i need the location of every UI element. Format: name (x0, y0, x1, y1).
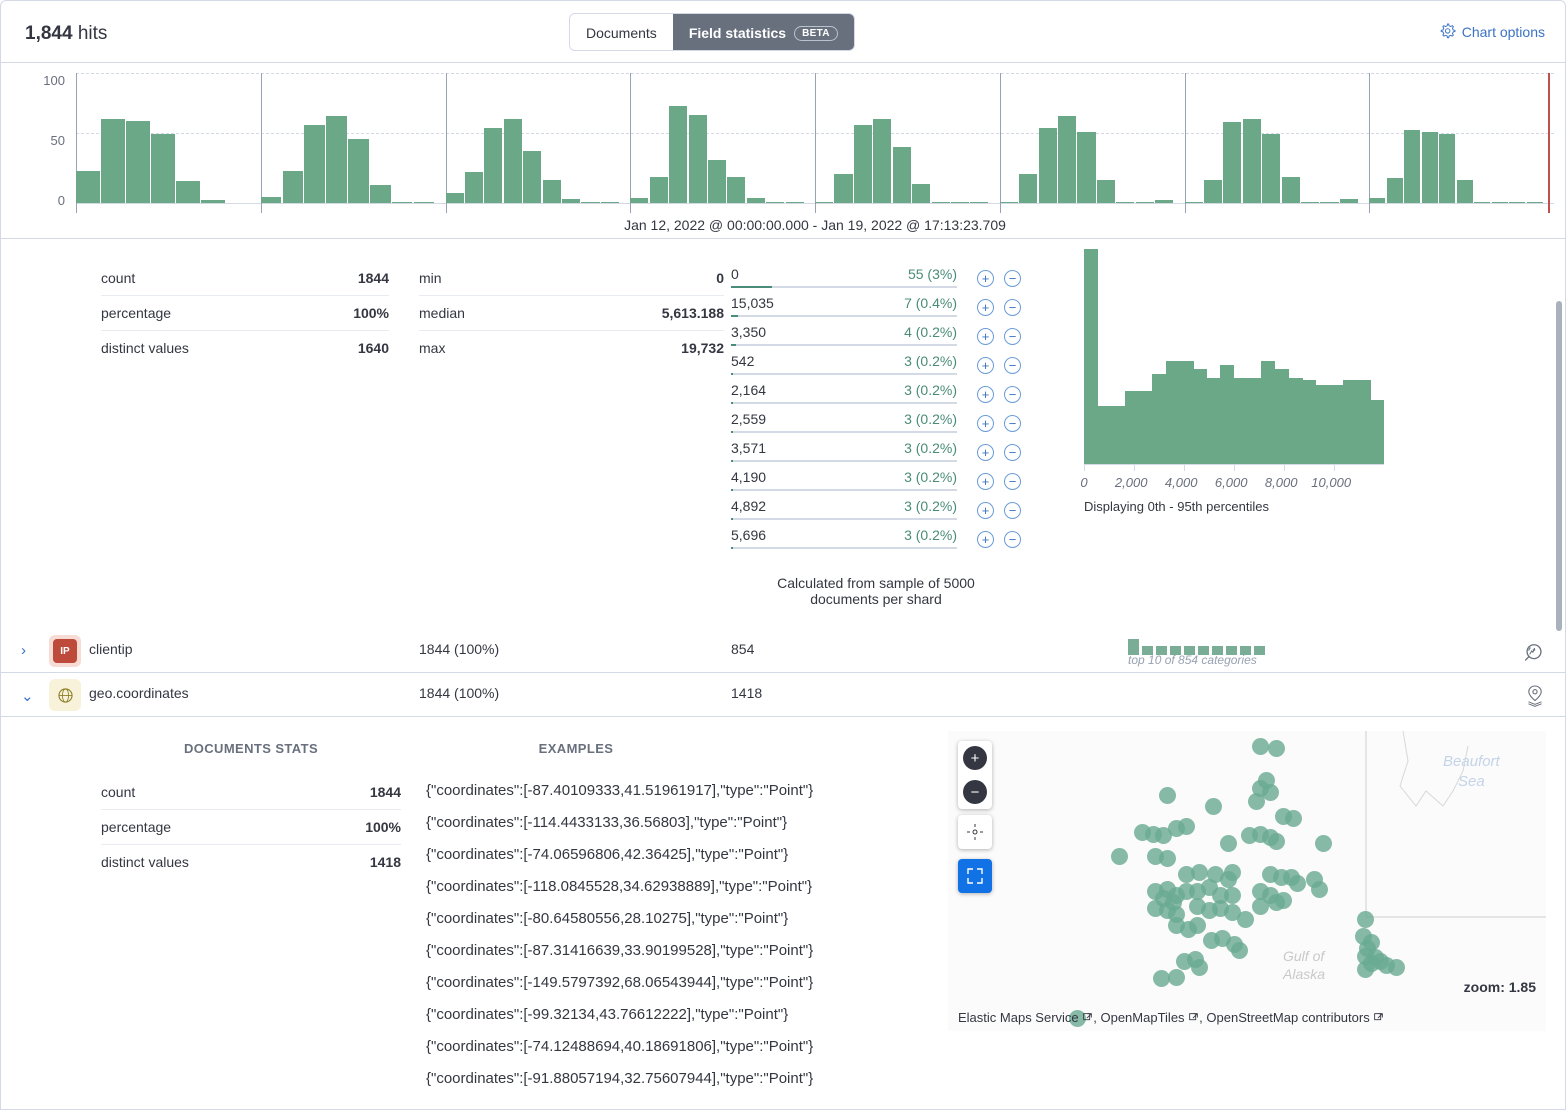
svg-text:Alaska: Alaska (1282, 966, 1325, 982)
svg-text:Gulf of: Gulf of (1283, 948, 1326, 964)
svg-text:Sea: Sea (1458, 773, 1485, 790)
svg-text:Beaufort: Beaufort (1443, 753, 1501, 770)
